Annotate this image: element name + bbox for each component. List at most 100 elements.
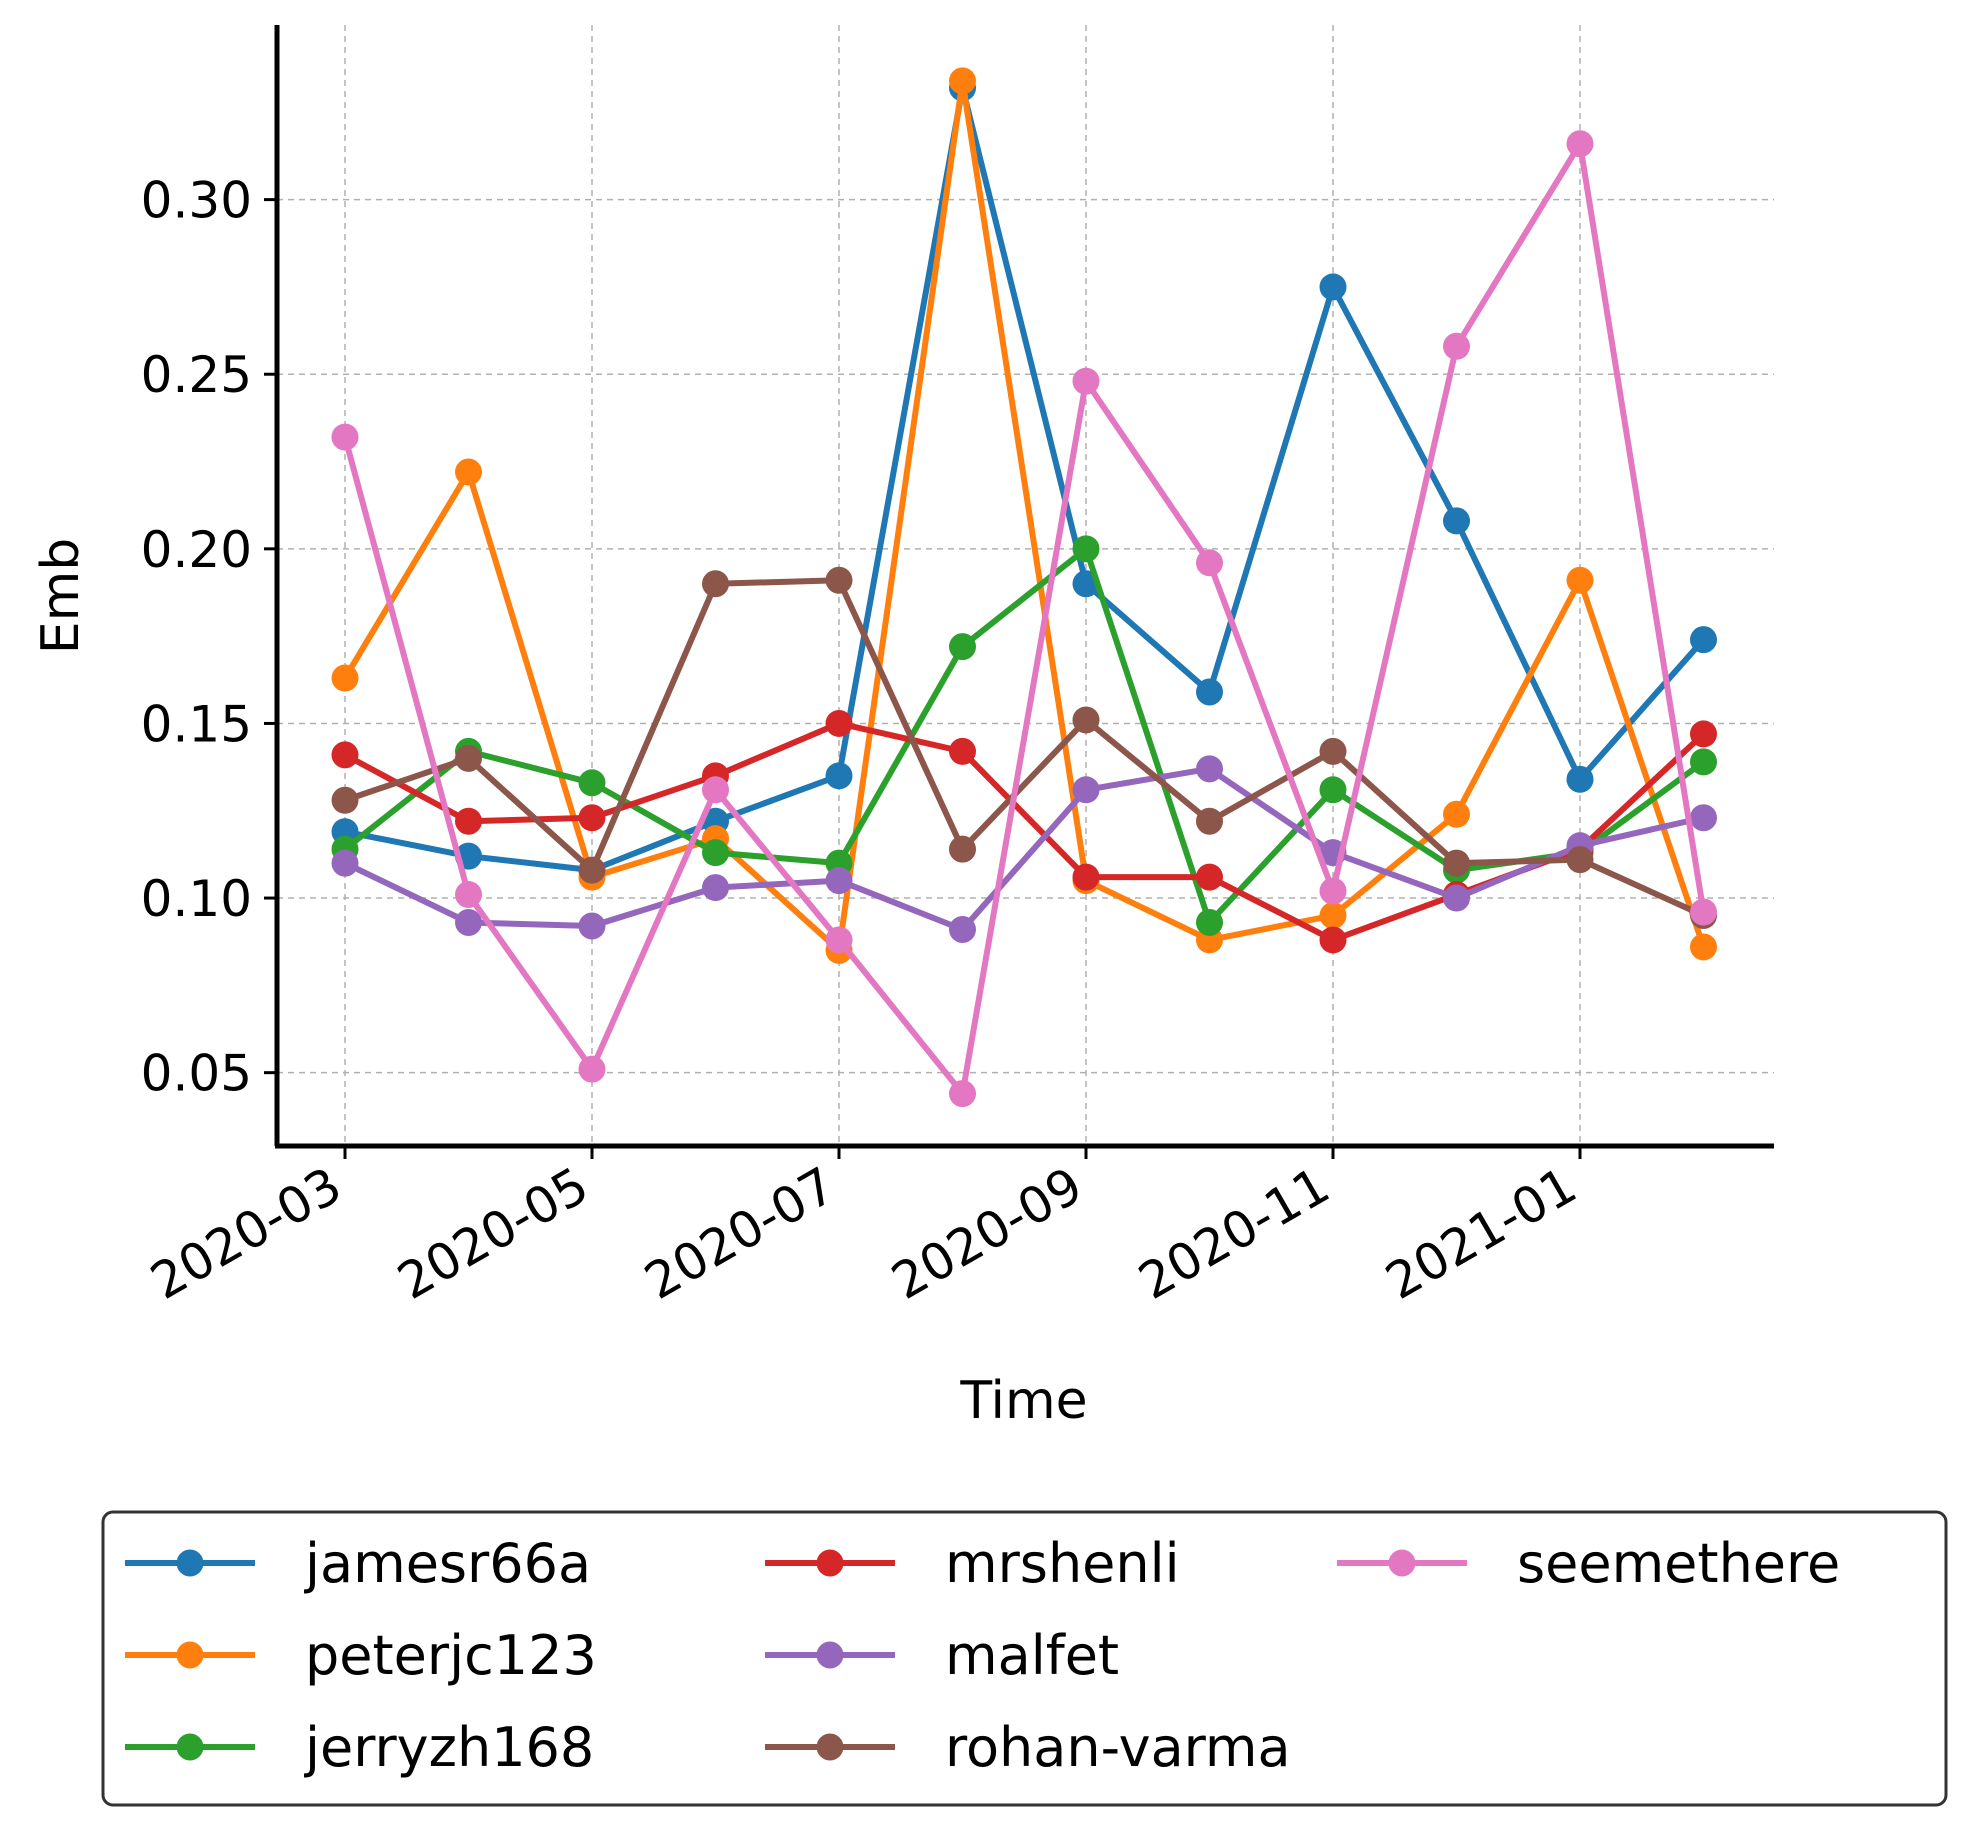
legend-entry: jamesr66a (125, 1532, 591, 1595)
data-point (1690, 933, 1717, 961)
data-point (455, 807, 482, 835)
data-point (331, 849, 359, 877)
data-point (1072, 367, 1100, 395)
data-point (578, 912, 606, 940)
data-point (825, 867, 853, 895)
data-point (331, 664, 359, 692)
legend-label: mrshenli (945, 1532, 1180, 1595)
y-tick-label: 0.15 (141, 695, 252, 753)
legend-swatch-marker (1388, 1549, 1416, 1577)
data-point (1690, 804, 1717, 832)
data-point (1319, 926, 1347, 954)
legend-label: malfet (945, 1624, 1119, 1687)
data-point (1196, 908, 1223, 936)
data-point (702, 874, 729, 902)
data-point (1319, 273, 1347, 301)
legend-label: rohan-varma (945, 1716, 1291, 1779)
data-point (1072, 776, 1100, 804)
data-point (949, 67, 976, 95)
data-point (949, 835, 976, 863)
data-point (455, 908, 482, 936)
data-point (825, 566, 853, 594)
legend-entry: mrshenli (765, 1532, 1180, 1595)
data-point (1319, 776, 1347, 804)
series-line (342, 77, 1707, 954)
y-tick-label: 0.25 (141, 346, 252, 404)
legend-swatch-marker (176, 1549, 204, 1577)
data-point (331, 423, 359, 451)
data-point (1690, 720, 1717, 748)
legend-swatch-marker (816, 1549, 844, 1577)
x-tick-label: 2020-05 (388, 1156, 598, 1311)
data-point (1443, 332, 1470, 360)
data-point (1072, 863, 1100, 891)
legend-entry: jerryzh168 (125, 1716, 594, 1779)
data-point (1566, 566, 1594, 594)
data-point (1319, 737, 1347, 765)
data-point (1072, 535, 1100, 563)
data-point (578, 1055, 606, 1083)
data-point (331, 786, 359, 814)
grid-lines (277, 25, 1774, 1146)
y-axis-title: Emb (31, 538, 91, 655)
data-point (1566, 846, 1594, 874)
data-point (1443, 800, 1470, 828)
legend-label: jerryzh168 (304, 1716, 594, 1779)
legend-swatch-marker (816, 1641, 844, 1669)
data-point (825, 926, 853, 954)
series-line (342, 765, 1707, 933)
data-point (455, 744, 482, 772)
data-point (1443, 849, 1470, 877)
series-line (342, 577, 1707, 919)
legend-entry: peterjc123 (125, 1624, 597, 1687)
data-point (578, 804, 606, 832)
data-point (702, 839, 729, 867)
series-line (342, 84, 1707, 874)
legend-swatch-marker (176, 1641, 204, 1669)
data-point (1319, 902, 1347, 930)
data-point (702, 570, 729, 598)
x-tick-label: 2020-09 (882, 1156, 1092, 1311)
data-point (825, 762, 853, 790)
data-point (1196, 807, 1223, 835)
series-peterjc123 (331, 67, 1717, 964)
series-rohan-varma (331, 566, 1717, 930)
legend-swatch-marker (176, 1733, 204, 1761)
legend-label: peterjc123 (305, 1624, 597, 1687)
legend-entry: seemethere (1337, 1532, 1840, 1595)
data-point (949, 1080, 976, 1108)
data-point (1196, 863, 1223, 891)
data-point (331, 741, 359, 769)
data-point (1566, 130, 1594, 158)
data-point (455, 881, 482, 909)
data-point (949, 737, 976, 765)
data-point (825, 709, 853, 737)
data-point (1566, 765, 1594, 793)
axes (274, 25, 1774, 1149)
x-tick-label: 2020-07 (635, 1156, 845, 1311)
series-line (342, 545, 1707, 926)
data-point (1690, 898, 1717, 926)
data-point (1072, 706, 1100, 734)
legend-label: seemethere (1517, 1532, 1840, 1595)
legend-entry: malfet (765, 1624, 1119, 1687)
data-point (1196, 549, 1223, 577)
data-point (702, 776, 729, 804)
y-tick-label: 0.30 (141, 172, 252, 230)
series-malfet (331, 755, 1717, 943)
series-line (342, 140, 1707, 1097)
data-point (1443, 507, 1470, 535)
series-lines (331, 67, 1717, 1108)
data-point (949, 915, 976, 943)
data-point (1196, 755, 1223, 783)
data-point (578, 856, 606, 884)
data-point (455, 458, 482, 486)
x-tick-label: 2020-11 (1129, 1156, 1339, 1311)
legend-label: jamesr66a (304, 1532, 591, 1595)
data-point (1319, 877, 1347, 905)
x-axis-title: Time (959, 1371, 1087, 1431)
data-point (1196, 678, 1223, 706)
legend: jamesr66a peterjc123 jerryzh168 mrshenli mal… (101, 1510, 1948, 1807)
data-point (949, 633, 976, 661)
